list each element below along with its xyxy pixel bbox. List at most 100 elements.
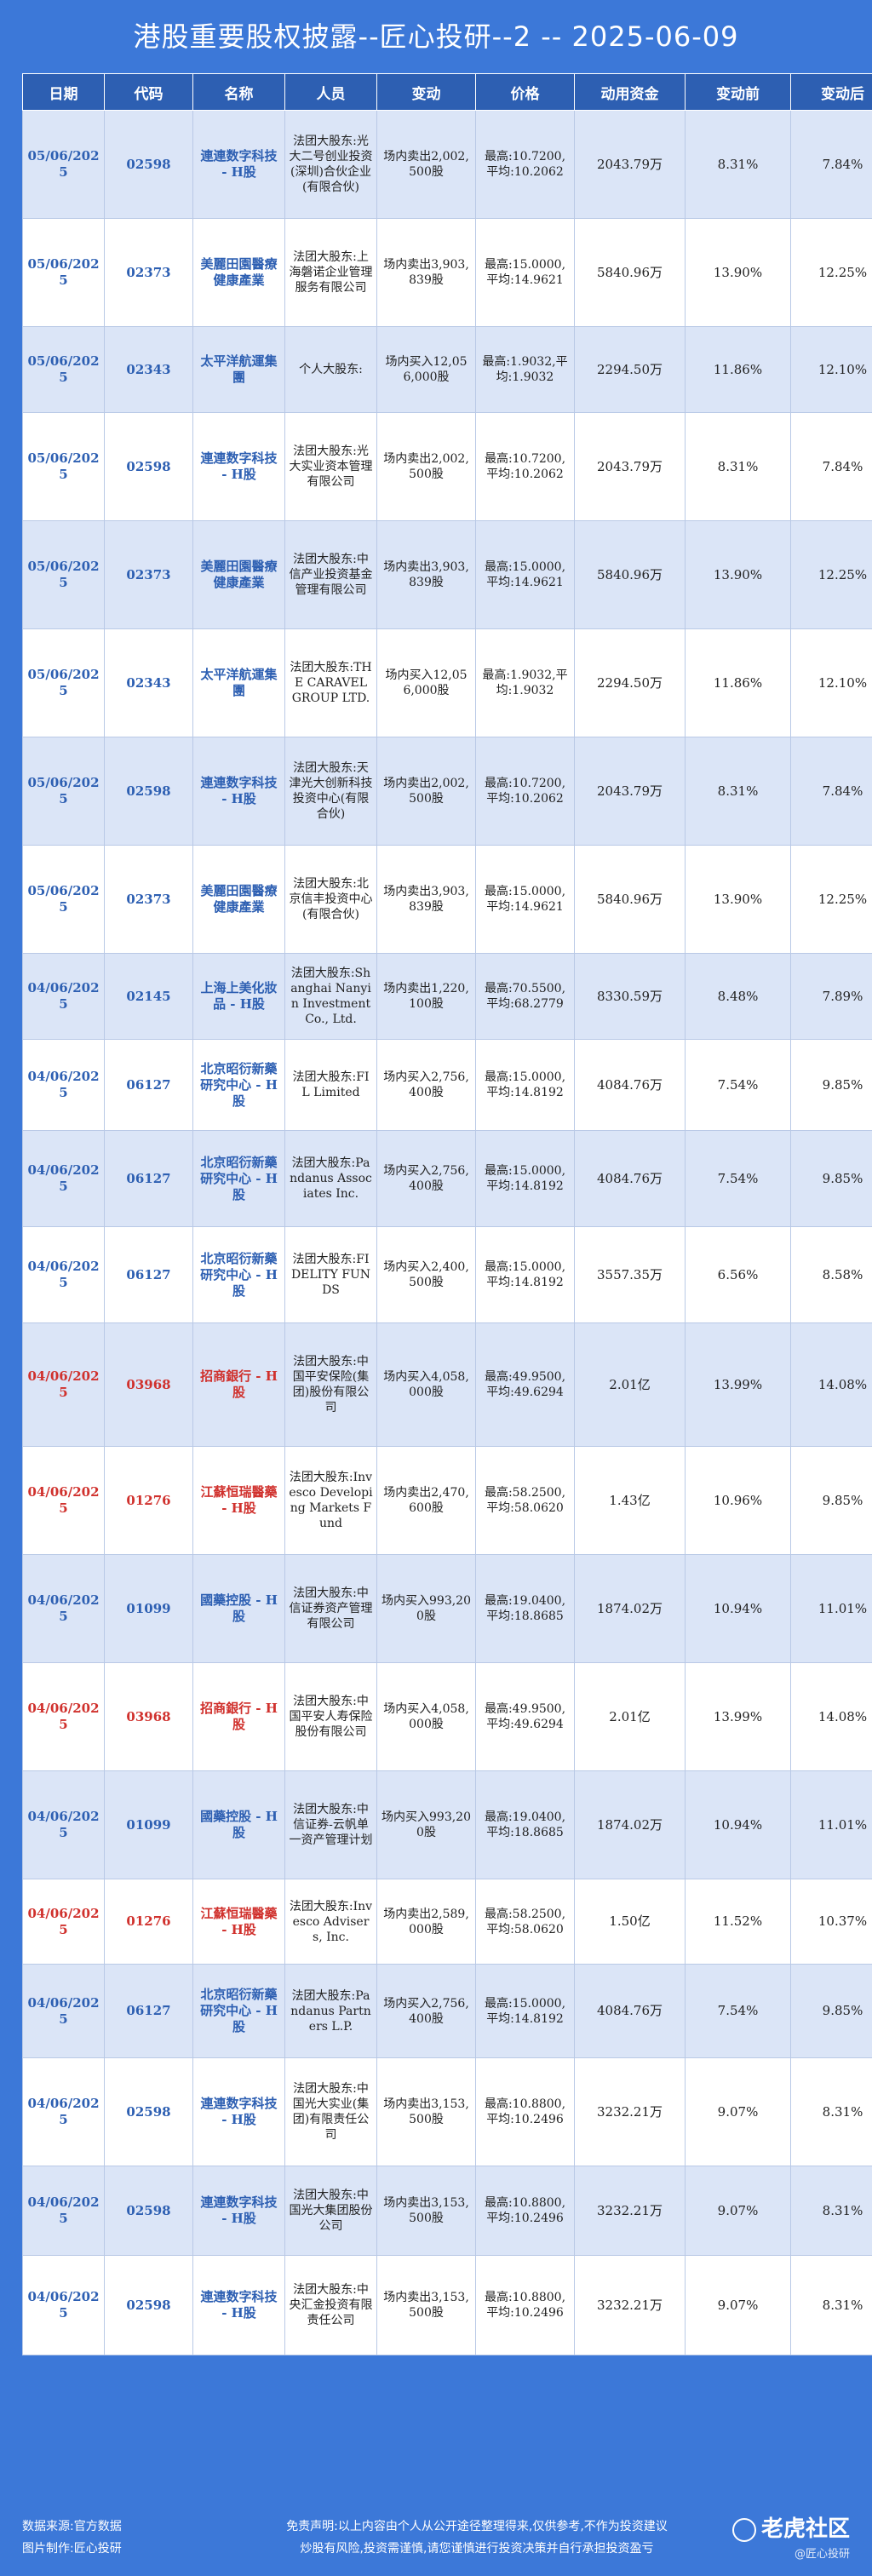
- row-before: 11.52%: [685, 1879, 791, 1965]
- row-change: 场内卖出2,002,500股: [376, 412, 476, 521]
- row-before: 13.90%: [685, 520, 791, 629]
- row-change: 场内买入2,756,400股: [376, 1964, 476, 2058]
- row-date: 04/06/2025: [22, 1446, 105, 1555]
- image-maker: 图片制作:匠心投研: [22, 2542, 122, 2556]
- row-person: 法团大股东:光大实业资本管理有限公司: [284, 412, 377, 521]
- row-date: 04/06/2025: [22, 1039, 105, 1131]
- table-row: 04/06/2025 02598 連連数字科技 - H股 法团大股东:中国光大集团股份…: [22, 2166, 872, 2256]
- disclaimer-line-1: 免责声明:以上内容由个人从公开途径整理得来,仅供参考,不作为投资建议: [286, 2520, 668, 2533]
- row-code: 02598: [104, 2057, 193, 2166]
- row-price: 最高:10.7200,平均:10.2062: [475, 737, 575, 846]
- table-row: 05/06/2025 02598 連連数字科技 - H股 法团大股东:天津光大创新科技…: [22, 737, 872, 846]
- row-before: 9.07%: [685, 2166, 791, 2256]
- row-amount: 1874.02万: [574, 1554, 686, 1663]
- row-name: 連連数字科技 - H股: [192, 2166, 285, 2256]
- row-price: 最高:19.0400,平均:18.8685: [475, 1770, 575, 1879]
- table-row: 05/06/2025 02598 連連数字科技 - H股 法团大股东:光大实业资本管理…: [22, 412, 872, 521]
- row-change: 场内卖出3,903,839股: [376, 520, 476, 629]
- row-date: 05/06/2025: [22, 520, 105, 629]
- row-code: 03968: [104, 1322, 193, 1447]
- row-name: 北京昭衍新藥研究中心 - H股: [192, 1964, 285, 2058]
- row-change: 场内买入4,058,000股: [376, 1322, 476, 1447]
- header-name: 名称: [192, 73, 285, 111]
- row-name: 美麗田園醫療健康產業: [192, 218, 285, 327]
- row-change: 场内卖出2,589,000股: [376, 1879, 476, 1965]
- table-row: 04/06/2025 02598 連連数字科技 - H股 法团大股东:中国光大实业(集…: [22, 2057, 872, 2166]
- row-name: 連連数字科技 - H股: [192, 2255, 285, 2355]
- row-code: 02598: [104, 2166, 193, 2256]
- row-change: 场内买入12,056,000股: [376, 326, 476, 413]
- row-before: 7.54%: [685, 1964, 791, 2058]
- row-before: 10.94%: [685, 1554, 791, 1663]
- disclaimer-line-2: 炒股有风险,投资需谨慎,请您谨慎进行投资决策并自行承担投资盈亏: [300, 2542, 654, 2556]
- row-change: 场内卖出3,153,500股: [376, 2166, 476, 2256]
- row-name: 北京昭衍新藥研究中心 - H股: [192, 1226, 285, 1323]
- row-before: 8.31%: [685, 737, 791, 846]
- row-amount: 2294.50万: [574, 326, 686, 413]
- row-code: 02373: [104, 845, 193, 954]
- row-person: 法团大股东:中国光大集团股份公司: [284, 2166, 377, 2256]
- row-amount: 4084.76万: [574, 1039, 686, 1131]
- row-date: 04/06/2025: [22, 2255, 105, 2355]
- row-after: 11.01%: [790, 1554, 872, 1663]
- row-price: 最高:15.0000,平均:14.8192: [475, 1130, 575, 1227]
- row-price: 最高:1.9032,平均:1.9032: [475, 628, 575, 737]
- row-after: 8.31%: [790, 2255, 872, 2355]
- row-name: 國藥控股 - H股: [192, 1770, 285, 1879]
- row-code: 02598: [104, 412, 193, 521]
- table-row: 04/06/2025 06127 北京昭衍新藥研究中心 - H股 法团大股东:Pand…: [22, 1130, 872, 1227]
- row-date: 04/06/2025: [22, 1879, 105, 1965]
- row-name: 太平洋航運集團: [192, 326, 285, 413]
- row-price: 最高:15.0000,平均:14.8192: [475, 1039, 575, 1131]
- row-amount: 8330.59万: [574, 953, 686, 1040]
- watermark: @匠心投研: [794, 2548, 850, 2561]
- row-name: 連連数字科技 - H股: [192, 110, 285, 219]
- row-code: 02373: [104, 520, 193, 629]
- row-change: 场内卖出3,903,839股: [376, 218, 476, 327]
- row-before: 10.96%: [685, 1446, 791, 1555]
- row-amount: 1.43亿: [574, 1446, 686, 1555]
- row-date: 04/06/2025: [22, 953, 105, 1040]
- table-row: 04/06/2025 01276 江蘇恒瑞醫藥 - H股 法团大股东:Invesco …: [22, 1446, 872, 1555]
- row-after: 10.37%: [790, 1879, 872, 1965]
- row-code: 02598: [104, 2255, 193, 2355]
- row-price: 最高:10.8800,平均:10.2496: [475, 2057, 575, 2166]
- row-name: 國藥控股 - H股: [192, 1554, 285, 1663]
- row-after: 9.85%: [790, 1964, 872, 2058]
- row-change: 场内买入2,756,400股: [376, 1130, 476, 1227]
- row-code: 06127: [104, 1226, 193, 1323]
- row-name: 北京昭衍新藥研究中心 - H股: [192, 1039, 285, 1131]
- row-after: 9.85%: [790, 1446, 872, 1555]
- row-price: 最高:15.0000,平均:14.9621: [475, 520, 575, 629]
- table-row: 04/06/2025 06127 北京昭衍新藥研究中心 - H股 法团大股东:FIL …: [22, 1039, 872, 1131]
- row-after: 12.25%: [790, 218, 872, 327]
- row-person: 法团大股东:中信证券-云帆单一资产管理计划: [284, 1770, 377, 1879]
- row-person: 法团大股东:Invesco Advisers, Inc.: [284, 1879, 377, 1965]
- row-date: 04/06/2025: [22, 1322, 105, 1447]
- row-after: 8.31%: [790, 2057, 872, 2166]
- table-row: 05/06/2025 02343 太平洋航運集團 个人大股东: 场内买入12,056,0…: [22, 326, 872, 413]
- row-price: 最高:15.0000,平均:14.8192: [475, 1226, 575, 1323]
- row-amount: 2043.79万: [574, 737, 686, 846]
- row-name: 美麗田園醫療健康產業: [192, 520, 285, 629]
- row-before: 8.48%: [685, 953, 791, 1040]
- row-amount: 5840.96万: [574, 520, 686, 629]
- row-code: 01276: [104, 1446, 193, 1555]
- row-code: 02343: [104, 326, 193, 413]
- footer-credits: 数据来源:官方数据 图片制作:匠心投研: [22, 2516, 122, 2560]
- row-price: 最高:58.2500,平均:58.0620: [475, 1879, 575, 1965]
- row-change: 场内卖出2,470,600股: [376, 1446, 476, 1555]
- row-person: 法团大股东:THE CARAVEL GROUP LTD.: [284, 628, 377, 737]
- table-row: 05/06/2025 02598 連連数字科技 - H股 法团大股东:光大二号创业投资…: [22, 110, 872, 219]
- row-amount: 1.50亿: [574, 1879, 686, 1965]
- row-before: 11.86%: [685, 628, 791, 737]
- row-amount: 2.01亿: [574, 1322, 686, 1447]
- row-date: 04/06/2025: [22, 1226, 105, 1323]
- header-date: 日期: [22, 73, 105, 111]
- row-name: 連連数字科技 - H股: [192, 412, 285, 521]
- row-code: 06127: [104, 1039, 193, 1131]
- row-change: 场内卖出1,220,100股: [376, 953, 476, 1040]
- table-row: 04/06/2025 01099 國藥控股 - H股 法团大股东:中信证券资产管理有限…: [22, 1554, 872, 1663]
- row-name: 上海上美化妝品 - H股: [192, 953, 285, 1040]
